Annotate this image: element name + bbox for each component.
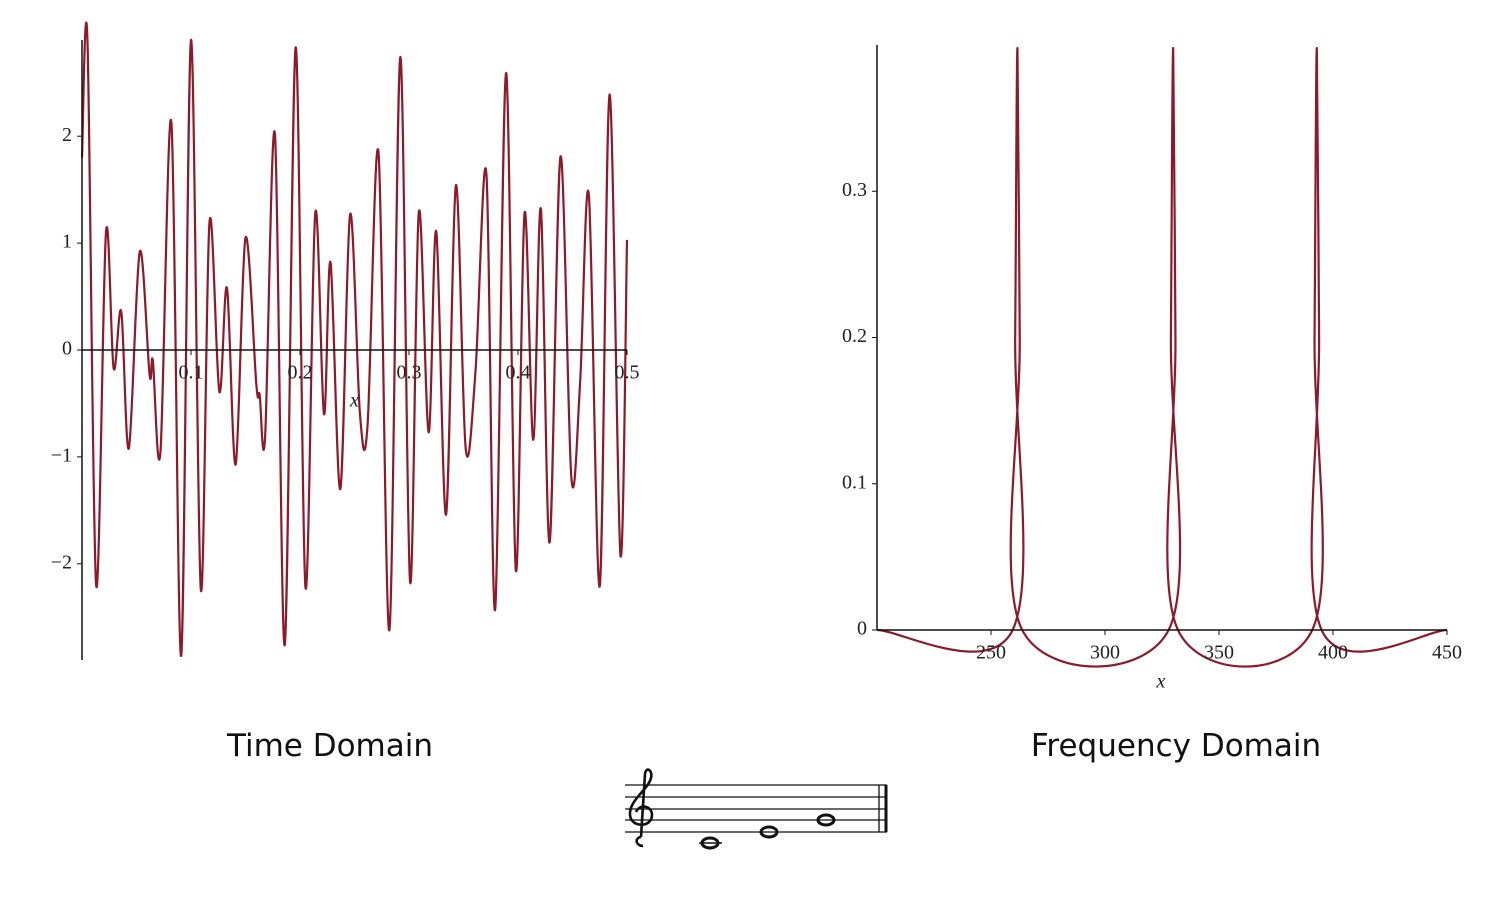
x-tick-label: 0.2 <box>288 362 313 384</box>
y-tick-label: 0.2 <box>842 325 867 347</box>
x-axis-label: x <box>349 390 359 412</box>
y-tick-label: 0 <box>62 338 72 360</box>
y-tick-label: 1 <box>62 231 72 253</box>
caption: Frequency Domain <box>1031 728 1321 764</box>
x-tick-label: 250 <box>976 642 1006 664</box>
x-axis-label: x <box>1156 671 1166 693</box>
y-tick-label: 2 <box>62 124 72 146</box>
y-tick-label: −1 <box>51 444 72 466</box>
x-tick-label: 350 <box>1204 642 1234 664</box>
x-tick-label: 0.3 <box>397 362 422 384</box>
y-tick-label: 0.3 <box>842 179 867 201</box>
y-tick-label: 0.1 <box>842 471 867 493</box>
music-staff <box>625 768 888 850</box>
data-line <box>876 46 1448 668</box>
data-line <box>80 21 629 657</box>
y-tick-label: 0 <box>857 618 867 640</box>
y-tick-label: −2 <box>51 551 72 573</box>
x-tick-label: 0.1 <box>179 362 204 384</box>
x-tick-label: 400 <box>1318 642 1348 664</box>
caption: Time Domain <box>226 728 433 764</box>
x-tick-label: 300 <box>1090 642 1120 664</box>
x-tick-label: 0.4 <box>506 362 531 384</box>
x-tick-label: 450 <box>1432 642 1462 664</box>
x-tick-label: 0.5 <box>615 362 640 384</box>
